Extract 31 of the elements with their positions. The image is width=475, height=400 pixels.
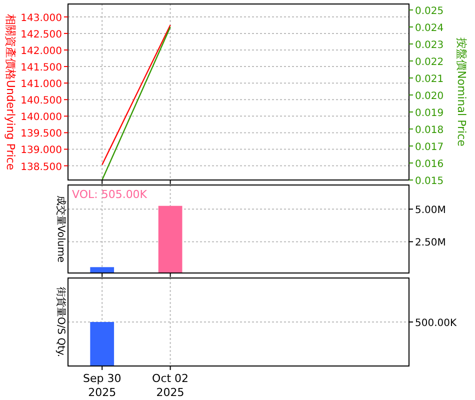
y-tick-label: 500.00K [415, 318, 457, 329]
y-tick-label: 141.000 [20, 79, 62, 90]
y-tick-label: 2.50M [415, 238, 446, 249]
y-tick-label: 142.000 [20, 46, 62, 57]
y-tick-label: 139.500 [20, 128, 62, 140]
y2-tick-label: 0.022 [415, 56, 444, 68]
y-axis-title: 相關資產價格Underlying Price [4, 14, 17, 170]
y2-tick-label: 0.018 [415, 124, 444, 136]
y2-tick-label: 0.021 [415, 74, 444, 85]
y2-tick-label: 0.015 [415, 176, 444, 187]
y-axis-title: 街貨量O/S Qty. [55, 286, 67, 358]
y-tick-label: 141.500 [20, 62, 62, 74]
y2-axis-title: 按盤價Nominal Price [455, 38, 468, 147]
y-tick-label: 138.500 [20, 162, 62, 173]
y2-tick-label: 0.020 [415, 90, 444, 102]
y-axis-title: 成交量Volume [55, 195, 67, 263]
y-tick-label: 143.000 [20, 12, 62, 24]
y2-tick-label: 0.017 [415, 142, 444, 153]
x-tick-label: Oct 02 2025 [152, 372, 189, 399]
y-tick-label: 139.000 [20, 145, 62, 156]
y-tick-label: 140.500 [20, 96, 62, 107]
y-tick-label: 142.500 [20, 29, 62, 40]
y2-tick-label: 0.024 [415, 22, 444, 34]
y-tick-label: 5.00M [415, 205, 446, 216]
y2-tick-label: 0.023 [415, 40, 444, 51]
x-tick-label: Sep 30 2025 [82, 372, 122, 399]
y2-tick-label: 0.025 [415, 6, 444, 17]
y2-tick-label: 0.016 [415, 158, 444, 170]
annotation: VOL: 505.00K [72, 188, 148, 201]
y2-tick-label: 0.019 [415, 108, 444, 119]
y-tick-label: 140.000 [20, 112, 62, 124]
